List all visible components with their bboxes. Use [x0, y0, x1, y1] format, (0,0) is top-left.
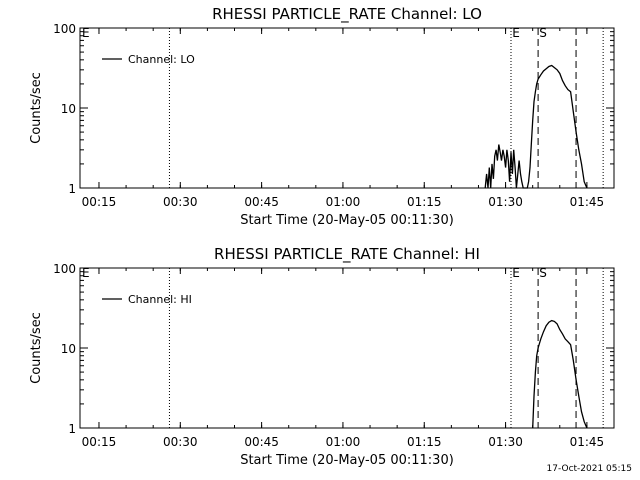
- x-tick-label-0: 00:15: [82, 195, 117, 209]
- y-tick-label-1: 1: [68, 422, 76, 436]
- timestamp-stamp: 17-Oct-2021 05:15: [546, 464, 632, 474]
- x-tick-label-0: 01:00: [326, 195, 361, 209]
- y-tick-label-0: 10: [61, 102, 76, 116]
- y-tick-label-0: 100: [53, 22, 76, 36]
- x-tick-label-1: 00:30: [163, 435, 198, 449]
- corner-marker-label-0: E: [82, 26, 90, 40]
- marker-label-s-1: S: [539, 266, 547, 280]
- marker-label-s-0: S: [539, 26, 547, 40]
- chart-title-0: RHESSI PARTICLE_RATE Channel: LO: [212, 5, 482, 24]
- x-tick-label-1: 01:00: [326, 435, 361, 449]
- x-tick-label-0: 01:30: [488, 195, 523, 209]
- x-tick-label-0: 01:45: [570, 195, 605, 209]
- x-tick-label-1: 01:15: [407, 435, 442, 449]
- x-tick-label-0: 00:45: [244, 195, 279, 209]
- y-axis-label-0: Counts/sec: [29, 72, 44, 144]
- x-tick-label-1: 00:15: [82, 435, 117, 449]
- series-line-0: [484, 64, 588, 189]
- x-axis-label-0: Start Time (20-May-05 00:11:30): [240, 213, 454, 228]
- y-axis-label-1: Counts/sec: [29, 312, 44, 384]
- chart-title-1: RHESSI PARTICLE_RATE Channel: HI: [214, 245, 480, 264]
- y-tick-label-1: 10: [61, 342, 76, 356]
- marker-label-e-0: E: [512, 26, 520, 40]
- legend-label-1: Channel: HI: [128, 293, 192, 306]
- x-tick-label-1: 01:30: [488, 435, 523, 449]
- marker-label-e-1: E: [512, 266, 520, 280]
- y-tick-label-0: 1: [68, 182, 76, 196]
- x-axis-label-1: Start Time (20-May-05 00:11:30): [240, 453, 454, 468]
- x-tick-label-1: 01:45: [570, 435, 605, 449]
- corner-marker-label-1: E: [82, 266, 90, 280]
- series-line-1: [532, 319, 588, 429]
- x-tick-label-1: 00:45: [244, 435, 279, 449]
- legend-label-0: Channel: LO: [128, 53, 195, 66]
- x-tick-label-0: 01:15: [407, 195, 442, 209]
- x-tick-label-0: 00:30: [163, 195, 198, 209]
- y-tick-label-1: 100: [53, 262, 76, 276]
